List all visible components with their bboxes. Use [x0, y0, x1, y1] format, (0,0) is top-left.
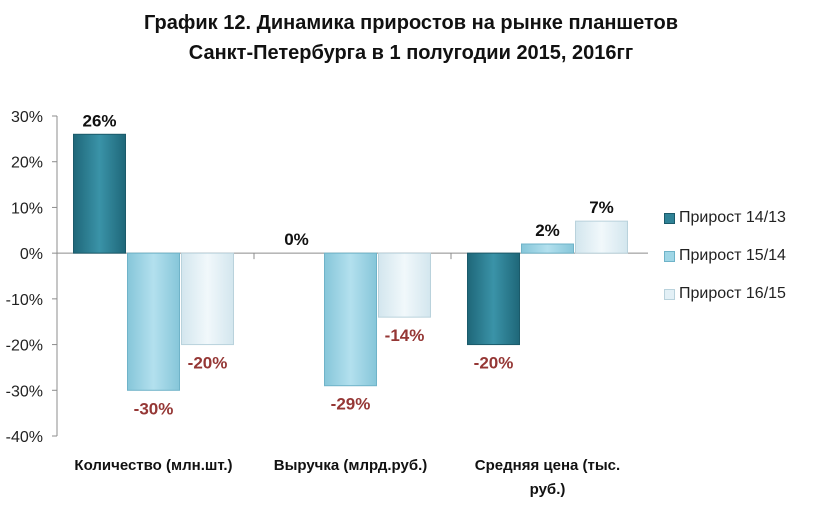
- plot-area: 30% 20% 10% 0% -10% -20% -30% -40% 26% 0% -20% -30%…: [6, 109, 648, 498]
- bar: [575, 220, 628, 254]
- y-tick-label: -40%: [6, 429, 43, 446]
- chart-title-line-1: График 12. Динамика приростов на рынке п…: [143, 12, 679, 34]
- bar: [521, 243, 574, 254]
- data-label: -20%: [188, 354, 228, 373]
- chart-title: График 12. Динамика приростов на рынке п…: [60, 8, 762, 68]
- y-tick-label: 30%: [11, 109, 43, 126]
- y-tick-label: 0%: [20, 246, 43, 263]
- data-label: 26%: [82, 111, 116, 130]
- y-tick-label: -10%: [6, 292, 43, 309]
- bar: [324, 252, 377, 387]
- legend-label-1: Прирост 15/14: [679, 247, 786, 264]
- y-tick-label: 20%: [11, 155, 43, 172]
- legend-swatch-0: [664, 212, 675, 224]
- data-label: 2%: [535, 221, 560, 240]
- data-label: 7%: [589, 198, 614, 217]
- data-label: -14%: [385, 326, 425, 345]
- data-label: -29%: [331, 395, 371, 414]
- legend-swatch-2: [664, 288, 675, 300]
- legend-swatch-1: [664, 250, 675, 262]
- data-label: 0%: [284, 230, 309, 249]
- bar: [73, 133, 126, 254]
- bar: [181, 252, 234, 346]
- y-tick-label: -20%: [6, 338, 43, 355]
- bar: [127, 252, 180, 391]
- data-label: -30%: [134, 399, 174, 418]
- x-category-label: Количество (млн.шт.): [74, 457, 232, 474]
- legend-item-1: Прирост 15/14: [664, 244, 786, 268]
- chart-title-line-2: Санкт-Петербурга в 1 полугодии 2015, 201…: [188, 42, 634, 64]
- bar: [378, 252, 431, 318]
- legend-item-0: Прирост 14/13: [664, 206, 786, 230]
- legend: Прирост 14/13 Прирост 15/14 Прирост 16/1…: [664, 206, 786, 320]
- data-label: -20%: [474, 354, 514, 373]
- y-tick-label: 10%: [11, 200, 43, 217]
- legend-item-2: Прирост 16/15: [664, 282, 786, 306]
- legend-label-2: Прирост 16/15: [679, 285, 786, 302]
- y-tick-label: -30%: [6, 383, 43, 400]
- x-category-label: Выручка (млрд.руб.): [274, 457, 428, 474]
- legend-label-0: Прирост 14/13: [679, 209, 786, 226]
- x-category-label: руб.): [530, 481, 566, 498]
- bar: [467, 252, 520, 346]
- x-category-label: Средняя цена (тыс.: [475, 457, 620, 474]
